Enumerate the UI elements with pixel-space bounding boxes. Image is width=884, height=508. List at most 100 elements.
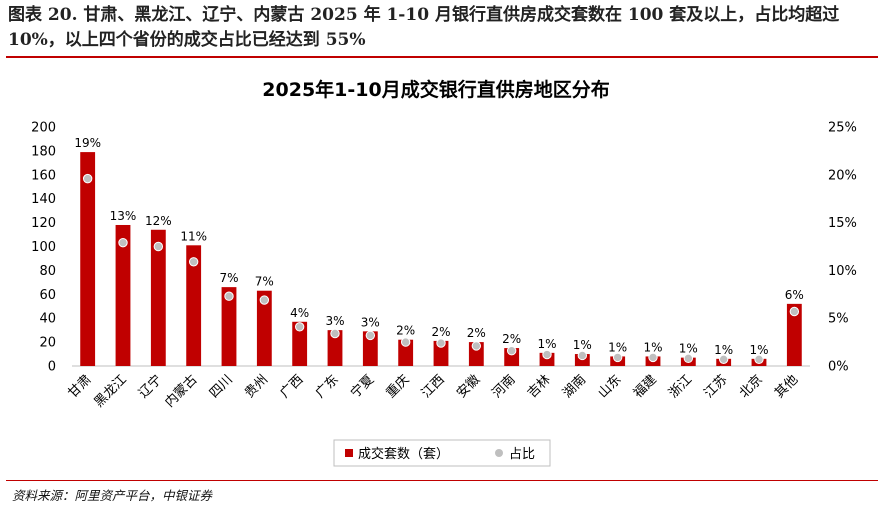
bar xyxy=(256,290,272,366)
data-label: 6% xyxy=(785,288,804,302)
share-point xyxy=(754,354,764,365)
x-category-label: 北京 xyxy=(737,372,766,401)
y-axis-left: 0 20 40 60 80 100 120 140 160 180 200 xyxy=(31,121,56,375)
share-point xyxy=(542,349,552,360)
data-label: 4% xyxy=(290,306,309,320)
x-category-label: 四川 xyxy=(207,372,236,401)
x-category-label: 江西 xyxy=(419,372,448,401)
bar xyxy=(362,331,378,366)
data-label: 3% xyxy=(361,315,380,329)
share-point xyxy=(648,352,658,363)
y-right-tick-label: 10% xyxy=(828,264,857,279)
bar xyxy=(292,321,308,366)
y-left-tick-label: 20 xyxy=(39,336,56,351)
x-category-label: 福建 xyxy=(631,372,660,401)
data-label: 19% xyxy=(74,136,101,150)
share-point xyxy=(577,350,588,361)
share-point xyxy=(330,328,340,339)
bar xyxy=(186,245,202,366)
x-category-label: 甘肃 xyxy=(65,372,94,401)
data-label: 2% xyxy=(396,324,415,338)
y-right-tick-label: 5% xyxy=(828,312,849,327)
share-point xyxy=(400,337,411,347)
data-labels: 19% 13% 12% 11% 7% 7% 4% 3% 3% 2% 2% 2% 2% 1% 1% 1% 1% 1%… xyxy=(74,136,804,357)
y-left-tick-label: 80 xyxy=(39,264,56,279)
share-point xyxy=(718,354,729,365)
legend-bar-swatch xyxy=(345,449,353,457)
bar xyxy=(327,330,343,366)
x-category-label: 黑龙江 xyxy=(92,372,130,410)
y-left-tick-label: 0 xyxy=(48,360,56,375)
x-category-label: 广东 xyxy=(313,372,342,401)
bar xyxy=(115,224,131,366)
data-label: 2% xyxy=(467,326,486,340)
source-note: 资料来源：阿里资产平台，中银证券 xyxy=(12,488,213,503)
y-left-tick-label: 40 xyxy=(39,312,56,327)
data-label: 1% xyxy=(679,342,698,356)
source-rule xyxy=(6,480,878,481)
x-category-label: 贵州 xyxy=(242,372,271,401)
share-point xyxy=(82,173,93,184)
share-point xyxy=(365,330,376,341)
data-label: 1% xyxy=(643,340,662,354)
x-category-label: 安徽 xyxy=(454,372,483,401)
data-label: 1% xyxy=(749,343,768,357)
x-category-label: 浙江 xyxy=(666,372,695,401)
data-label: 12% xyxy=(145,214,172,228)
y-right-tick-label: 0% xyxy=(828,360,849,375)
legend-box xyxy=(333,439,551,467)
data-label: 1% xyxy=(714,343,733,357)
share-point xyxy=(612,352,623,363)
share-point xyxy=(188,257,199,267)
share-point xyxy=(153,241,164,252)
bar xyxy=(221,287,237,366)
x-category-label: 河南 xyxy=(489,372,519,402)
y-left-tick-label: 120 xyxy=(31,216,56,231)
data-label: 1% xyxy=(608,340,627,354)
y-left-tick-label: 60 xyxy=(39,288,56,303)
share-point xyxy=(118,237,128,248)
y-left-tick-label: 180 xyxy=(31,144,56,159)
title-rule xyxy=(6,56,878,58)
y-left-tick-label: 200 xyxy=(31,121,56,136)
legend-point-swatch xyxy=(495,449,503,457)
data-label: 1% xyxy=(537,337,556,351)
chart-title: 2025年1-10月成交银行直供房地区分布 xyxy=(262,78,609,101)
bar xyxy=(150,229,166,366)
x-category-label: 湖南 xyxy=(559,372,589,402)
figure-title: 图表 20. 甘肃、黑龙江、辽宁、内蒙古 2025 年 1-10 月银行直供房成… xyxy=(8,5,840,50)
data-label: 7% xyxy=(255,275,274,289)
share-point xyxy=(506,346,517,356)
share-point xyxy=(683,353,694,364)
legend-point-label: 占比 xyxy=(509,447,535,462)
share-point xyxy=(436,338,446,348)
data-label: 2% xyxy=(431,325,450,339)
y-left-tick-label: 100 xyxy=(31,240,56,255)
bar xyxy=(786,303,802,366)
x-category-label: 江苏 xyxy=(701,372,731,402)
share-point xyxy=(471,341,482,351)
y-left-tick-label: 160 xyxy=(31,168,56,183)
x-category-label: 其他 xyxy=(772,372,801,401)
share-point xyxy=(224,291,234,301)
x-category-label: 广西 xyxy=(277,372,306,401)
share-point xyxy=(294,322,305,332)
y-left-tick-label: 140 xyxy=(31,192,56,207)
x-category-label: 宁夏 xyxy=(347,372,377,402)
x-category-label: 山东 xyxy=(595,372,624,401)
data-label: 2% xyxy=(502,332,521,346)
y-right-tick-label: 15% xyxy=(828,216,857,231)
y-axis-right: 0% 5% 10% 15% 20% 25% xyxy=(828,121,857,375)
legend: 成交套数（套） 占比 xyxy=(333,439,551,467)
x-category-label: 辽宁 xyxy=(135,372,165,402)
data-label: 3% xyxy=(325,314,344,328)
bar xyxy=(433,340,449,366)
bar xyxy=(80,152,96,366)
data-label: 1% xyxy=(573,338,592,352)
data-label: 11% xyxy=(180,229,207,243)
share-series xyxy=(82,173,800,365)
data-label: 7% xyxy=(219,271,238,285)
y-right-tick-label: 25% xyxy=(828,121,857,136)
